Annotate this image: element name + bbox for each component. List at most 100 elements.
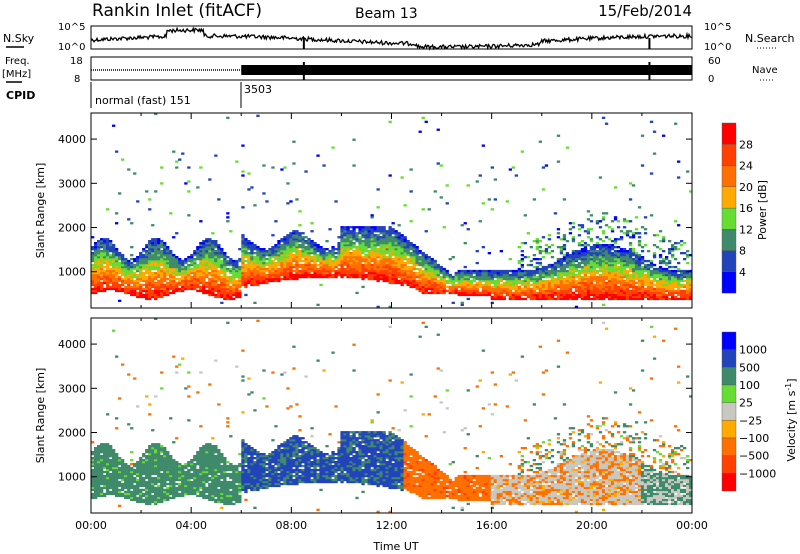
power-cell [400, 273, 404, 277]
power-cell [370, 256, 374, 259]
power-cell [631, 279, 636, 283]
power-cell [373, 267, 377, 271]
power-cell [124, 269, 128, 273]
power-cell [349, 246, 353, 249]
power-cell [634, 258, 639, 261]
power-cell [436, 275, 440, 279]
power-cell [214, 259, 218, 263]
power-cell [649, 214, 654, 217]
power-cell [607, 261, 612, 265]
power-cell [406, 275, 410, 279]
power-cell [595, 283, 600, 287]
power-cell [427, 269, 431, 273]
power-cell [241, 144, 245, 147]
power-cell [247, 242, 251, 245]
power-cell [556, 297, 561, 301]
power-cell [259, 256, 263, 259]
power-cell [184, 285, 188, 289]
power-cell [268, 267, 272, 271]
power-cell [355, 269, 359, 273]
velocity-cell [145, 395, 149, 398]
power-cell [145, 263, 149, 267]
power-cell [430, 275, 434, 279]
velocity-cell [160, 486, 164, 490]
power-cell [361, 277, 365, 281]
velocity-cell [121, 486, 125, 490]
power-cell [562, 273, 567, 277]
power-cell [571, 275, 576, 279]
power-cell [358, 232, 362, 235]
power-cell [619, 248, 624, 251]
power-cell [199, 250, 203, 253]
power-cell [148, 252, 152, 255]
power-cell [601, 287, 606, 291]
power-cell [538, 295, 542, 299]
velocity-cell [148, 449, 152, 452]
power-cell [613, 285, 618, 289]
power-cell [205, 289, 209, 293]
power-cell [235, 281, 239, 285]
power-cell [412, 273, 416, 277]
power-cell [544, 291, 549, 295]
power-cell [268, 258, 272, 261]
velocity-cell [154, 453, 158, 456]
power-cell [613, 265, 618, 269]
power-cell [472, 275, 476, 279]
power-cell [580, 258, 585, 261]
power-cell [379, 271, 383, 275]
power-cell [241, 263, 245, 267]
power-cell [418, 263, 422, 267]
power-cell [559, 265, 564, 269]
power-cell [199, 287, 203, 291]
power-cell [262, 256, 266, 259]
power-cell [109, 281, 113, 285]
power-cell [205, 256, 209, 259]
velocity-cell [154, 482, 158, 486]
power-cell [187, 287, 191, 291]
power-cell [370, 226, 374, 229]
power-cell [130, 275, 134, 279]
power-cell [334, 258, 338, 261]
power-cell [601, 297, 606, 301]
power-cell [556, 232, 561, 235]
power-cell [121, 287, 125, 291]
power-cell [680, 279, 684, 283]
power-cell [376, 238, 380, 241]
power-cell [142, 293, 146, 297]
power-cell [352, 261, 356, 265]
power-cell [145, 281, 149, 285]
velocity-cell [160, 474, 164, 478]
power-cell [112, 269, 116, 273]
power-cell [631, 234, 636, 237]
power-cell [112, 275, 116, 279]
power-cell [253, 265, 257, 269]
power-cell [652, 275, 657, 279]
power-cell [493, 198, 497, 201]
power-cell [436, 271, 440, 275]
power-cell [172, 271, 176, 275]
power-cell [151, 248, 155, 251]
power-cell [610, 240, 615, 243]
power-cell [148, 277, 152, 281]
power-cell [262, 192, 266, 195]
power-cell [106, 259, 110, 263]
power-cell [559, 248, 564, 251]
power-cell [541, 267, 546, 271]
power-cell [442, 267, 446, 271]
power-cell [511, 291, 515, 295]
power-cell [340, 265, 344, 269]
power-cell [571, 263, 576, 267]
power-cell [619, 295, 624, 299]
velocity-cell [115, 480, 119, 484]
power-cell [370, 244, 374, 247]
power-cell [160, 246, 164, 249]
power-cell [574, 254, 579, 257]
power-cell [367, 228, 371, 231]
power-cell [490, 295, 494, 299]
power-cell [559, 263, 564, 267]
power-cell [163, 287, 167, 291]
power-cell [601, 212, 606, 215]
power-cell [256, 256, 260, 259]
power-cell [499, 289, 503, 293]
power-cell [421, 252, 425, 255]
